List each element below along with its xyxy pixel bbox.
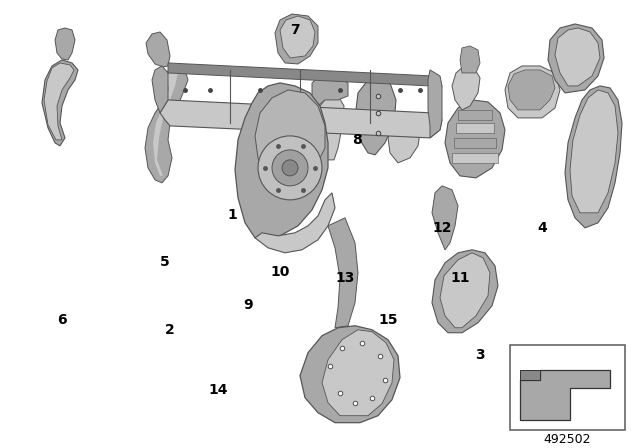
Text: 14: 14 — [208, 383, 228, 397]
Polygon shape — [312, 76, 348, 106]
Polygon shape — [565, 86, 622, 228]
Polygon shape — [454, 138, 496, 148]
Text: 4: 4 — [537, 221, 547, 235]
Polygon shape — [146, 32, 170, 67]
Polygon shape — [445, 100, 505, 178]
Polygon shape — [432, 250, 498, 333]
Circle shape — [272, 150, 308, 186]
Polygon shape — [145, 66, 188, 183]
Polygon shape — [152, 66, 168, 113]
Text: 2: 2 — [165, 323, 175, 337]
Text: 492502: 492502 — [543, 433, 591, 446]
Polygon shape — [460, 46, 480, 73]
Text: 11: 11 — [451, 271, 470, 285]
Polygon shape — [275, 14, 318, 64]
Text: 12: 12 — [432, 221, 452, 235]
Text: 13: 13 — [335, 271, 355, 285]
Polygon shape — [168, 63, 442, 96]
Polygon shape — [452, 153, 498, 163]
Polygon shape — [328, 218, 358, 328]
Polygon shape — [548, 24, 604, 93]
Circle shape — [258, 136, 322, 200]
Polygon shape — [280, 16, 315, 58]
Polygon shape — [42, 60, 78, 146]
Polygon shape — [160, 100, 442, 138]
Polygon shape — [388, 120, 420, 163]
Polygon shape — [322, 330, 394, 416]
Text: 10: 10 — [270, 265, 290, 279]
Polygon shape — [505, 66, 560, 118]
Polygon shape — [452, 66, 480, 110]
Polygon shape — [520, 370, 540, 380]
Polygon shape — [555, 28, 600, 86]
Text: 7: 7 — [290, 23, 300, 37]
Text: 5: 5 — [160, 255, 170, 269]
Circle shape — [282, 160, 298, 176]
Text: 3: 3 — [475, 348, 485, 362]
Text: 15: 15 — [378, 313, 397, 327]
Polygon shape — [456, 123, 494, 133]
Polygon shape — [44, 63, 74, 140]
Polygon shape — [153, 70, 178, 176]
Polygon shape — [428, 70, 442, 138]
Polygon shape — [355, 78, 396, 155]
Polygon shape — [255, 193, 335, 253]
Text: 6: 6 — [57, 313, 67, 327]
Polygon shape — [440, 253, 490, 328]
Text: 8: 8 — [352, 133, 362, 147]
Polygon shape — [520, 370, 610, 420]
Polygon shape — [55, 28, 75, 60]
Polygon shape — [570, 90, 618, 213]
Polygon shape — [432, 186, 458, 250]
Text: 9: 9 — [243, 298, 253, 312]
Polygon shape — [255, 90, 325, 188]
Polygon shape — [458, 110, 492, 120]
Polygon shape — [318, 96, 344, 160]
Polygon shape — [508, 70, 555, 110]
Polygon shape — [235, 83, 328, 238]
FancyBboxPatch shape — [510, 345, 625, 430]
Polygon shape — [300, 326, 400, 422]
Text: 1: 1 — [227, 208, 237, 222]
